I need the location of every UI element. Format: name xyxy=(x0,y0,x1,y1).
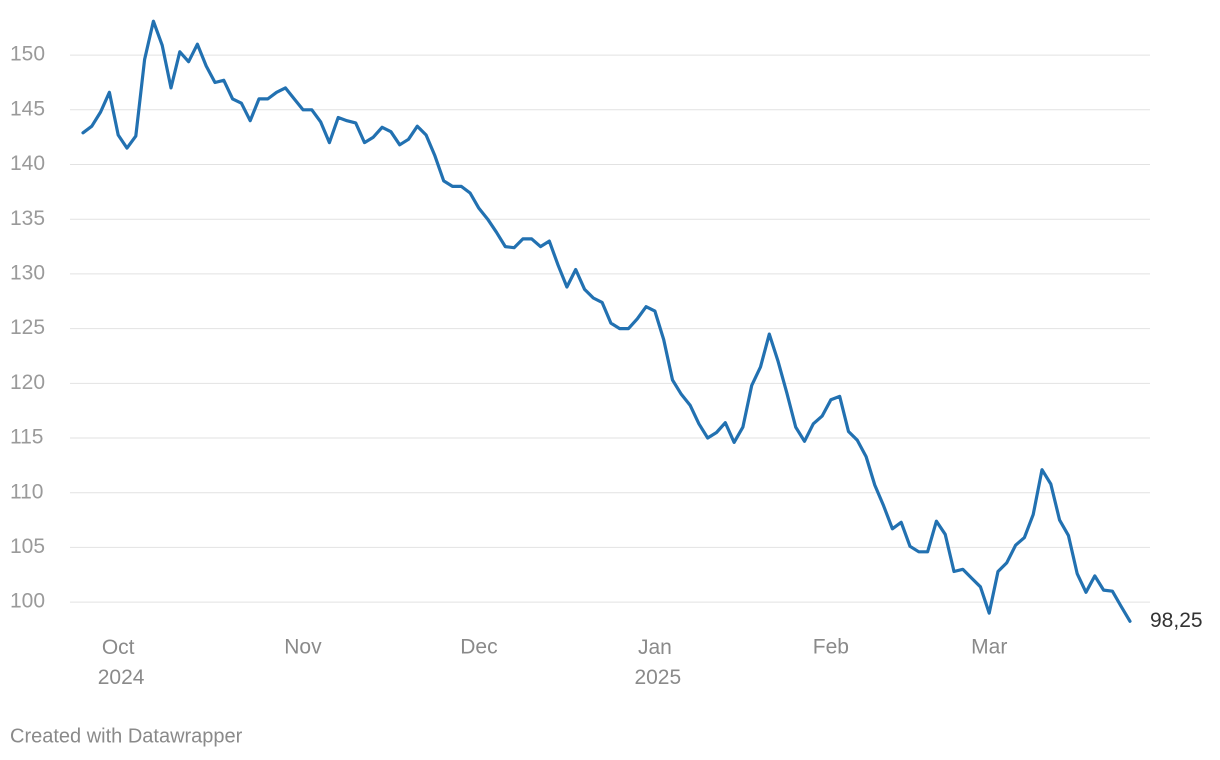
y-tick-label: 110 xyxy=(10,480,43,503)
credit: Created with Datawrapper xyxy=(10,725,243,747)
y-tick-label: 100 xyxy=(10,590,45,613)
value-label: 98,25 xyxy=(1150,609,1203,632)
y-tick-label: 125 xyxy=(10,316,45,339)
y-tick-label: 120 xyxy=(10,371,45,394)
x-tick-label: Oct 2024 xyxy=(92,636,145,689)
line xyxy=(81,19,1132,623)
y-tick-label: 115 xyxy=(10,426,43,449)
x-tick-label: Nov xyxy=(284,636,322,659)
y-tick-label: 145 xyxy=(10,97,45,120)
y-tick-label: 150 xyxy=(10,43,45,66)
x-tick-label: Feb xyxy=(813,636,849,659)
x-tick-label: Dec xyxy=(460,636,497,659)
y-tick-label: 130 xyxy=(10,261,45,284)
y-tick-label: 135 xyxy=(10,207,45,230)
y-tick-label: 105 xyxy=(10,535,45,558)
x-tick-label: Mar xyxy=(971,636,1007,659)
x-tick-label: Jan 2025 xyxy=(629,636,682,689)
y-tick-label: 140 xyxy=(10,152,45,175)
